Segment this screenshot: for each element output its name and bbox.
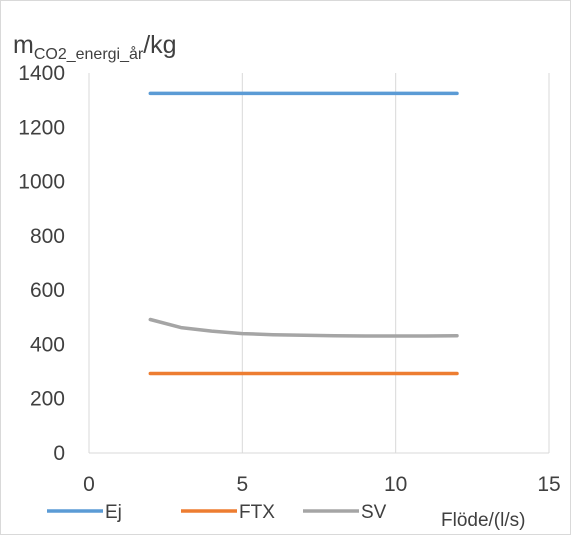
y-tick-label: 200 (30, 388, 65, 411)
x-axis-title: Flöde/(l/s) (441, 510, 525, 531)
y-axis-title-suffix: /kg (143, 31, 176, 59)
axes (88, 73, 549, 454)
x-tick-label: 15 (537, 473, 560, 496)
y-tick-label: 1200 (18, 116, 65, 139)
grid (88, 73, 550, 453)
x-tick-label: 10 (384, 473, 407, 496)
y-tick-label: 600 (30, 279, 65, 302)
legend: Ej FTX SV (47, 502, 387, 523)
series-line-sv (148, 317, 459, 338)
x-tick-label: 0 (83, 473, 95, 496)
legend-label-sv: SV (361, 502, 387, 523)
y-tick-label: 1000 (18, 171, 65, 194)
legend-label-ej: Ej (105, 502, 122, 523)
series-lines (148, 91, 459, 376)
y-axis-title-subscript: CO2_energi_år (34, 45, 144, 63)
y-axis-title-main: m (13, 31, 34, 59)
legend-label-ftx: FTX (239, 502, 275, 523)
y-tick-label: 0 (53, 442, 65, 465)
tick-labels: 0 5 10 15 0 200 400 600 800 1000 1200 1400 (18, 62, 560, 496)
y-axis-title: mCO2_energi_år/kg (13, 31, 177, 63)
x-tick-label: 5 (236, 473, 248, 496)
y-tick-label: 800 (30, 225, 65, 248)
y-tick-label: 400 (30, 333, 65, 356)
y-tick-label: 1400 (18, 62, 65, 85)
